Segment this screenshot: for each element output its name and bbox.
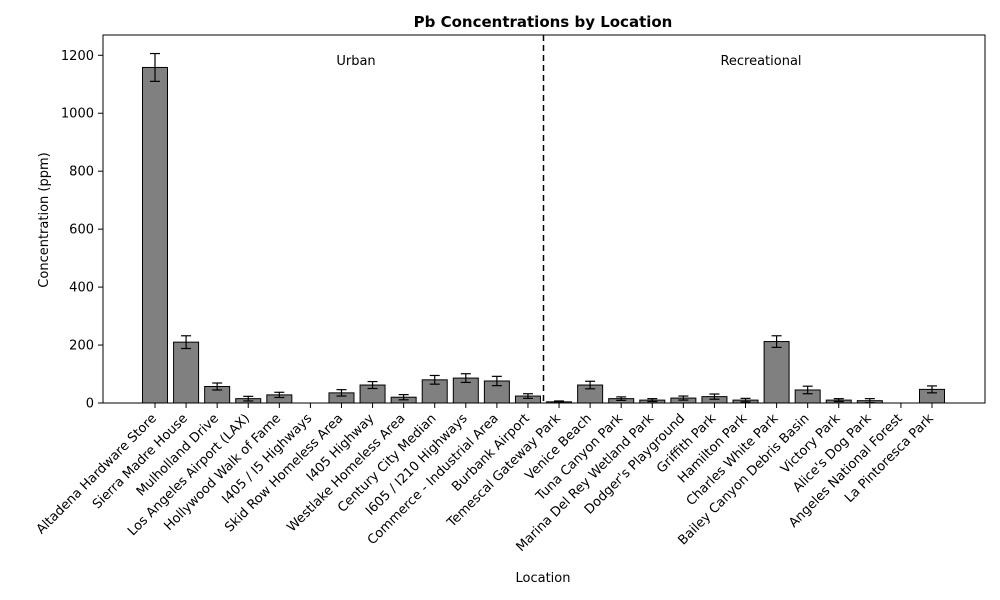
chart-title: Pb Concentrations by Location [414,13,673,31]
y-tick-label: 0 [86,397,94,412]
bar [173,341,200,404]
y-tick-label: 400 [69,281,94,296]
y-tick-label: 1200 [61,49,94,64]
y-tick-label: 800 [69,165,94,180]
y-tick-label: 600 [69,223,94,238]
group-label-urban: Urban [336,54,375,69]
y-tick-label: 200 [69,339,94,354]
group-label-recreational: Recreational [720,54,801,69]
bar [763,341,790,404]
plot-frame [102,34,986,404]
x-axis-label: Location [516,571,571,586]
bar [142,66,168,404]
y-tick-label: 1000 [61,107,94,122]
y-axis-label: Concentration (ppm) [37,152,52,287]
